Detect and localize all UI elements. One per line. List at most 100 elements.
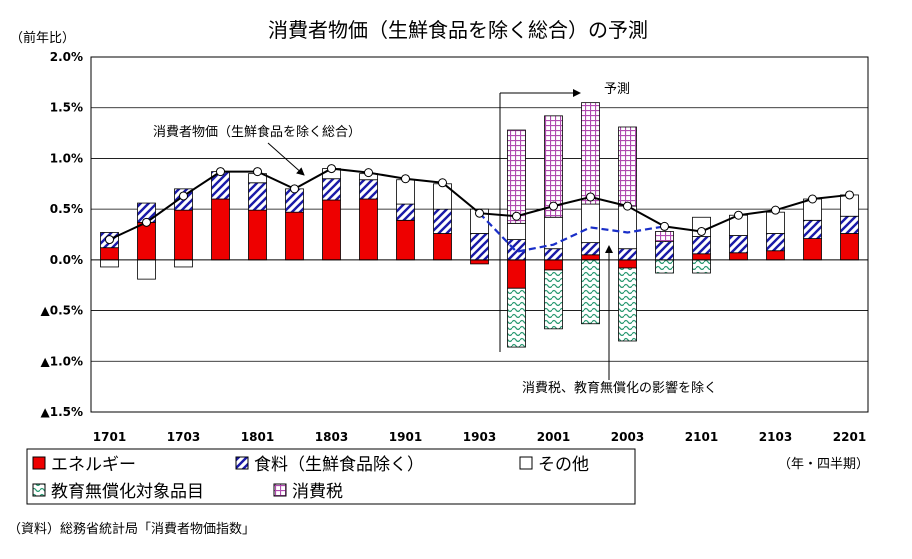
bar-food-2103 [766,233,785,252]
legend-label-food: 食料（生鮮食品除く） [254,455,424,475]
bar-energy-2102 [729,252,748,261]
bar-education-2003 [618,267,637,342]
legend-label-other: その他 [538,455,589,475]
y-tick-label-7: ▲1.5% [40,405,83,419]
cpi-point-1802 [290,184,299,194]
bar-food-2002 [581,242,600,256]
cpi-point-1803 [327,164,336,174]
bar-energy-2002 [581,254,600,261]
bar-energy-1804 [359,198,378,261]
bar-energy-1703 [174,209,193,261]
cpi-point-1902 [438,178,447,188]
x-tick-label-1901: 1901 [389,430,422,444]
bar-other-1702 [137,259,156,280]
x-tick-label-1801: 1801 [241,430,274,444]
cpi-point-2004 [660,221,669,231]
bar-other-1904 [507,222,526,240]
cpi-point-2201 [845,190,854,200]
bar-food-2102 [729,235,748,254]
x-tick-label-1903: 1903 [463,430,496,444]
cpi-point-2103 [771,205,780,215]
bar-energy-1904 [507,259,526,289]
cpi-point-2003 [623,201,632,211]
cpi-point-1901 [401,174,410,184]
x-tick-label-1703: 1703 [167,430,200,444]
x-tick-label-2201: 2201 [833,430,866,444]
legend-label-energy: エネルギー [51,455,136,475]
legend-swatch-consumption-tax [273,483,287,497]
legend-swatch-education [32,483,46,497]
cpi-line-series-group [105,164,854,245]
y-tick-label-4: 0.0% [50,253,83,267]
bar-education-2101 [692,259,711,274]
bar-tax-1904 [507,129,526,224]
cpi-point-2001 [549,201,558,211]
bar-energy-2001 [544,259,563,271]
legend-swatch-other [519,456,533,470]
legend-swatch-food [235,456,249,470]
x-tick-label-1803: 1803 [315,430,348,444]
x-axis-unit-label: （年・四半期） [778,457,869,472]
x-tick-label-2003: 2003 [611,430,644,444]
cpi-point-1804 [364,168,373,178]
bar-energy-2101 [692,253,711,261]
y-tick-label-0: 2.0% [50,50,83,64]
bar-energy-1903 [470,259,489,265]
x-tick-label-2001: 2001 [537,430,570,444]
line-series-label: 消費者物価（生鮮食品を除く総合） [153,124,361,140]
bar-energy-1901 [396,219,415,261]
bar-food-2104 [803,219,822,239]
legend: エネルギー 食料（生鮮食品除く） その他 教育無償化対象品目 消費税 [26,448,636,505]
cpi-point-1801 [253,167,262,177]
cpi-point-1904 [512,211,521,221]
bar-food-2004 [655,241,674,261]
y-tick-label-6: ▲1.0% [40,354,83,368]
bar-energy-2003 [618,259,637,269]
bar-series-group [100,102,859,348]
bar-other-2103 [766,211,785,234]
bar-food-1901 [396,203,415,221]
chart-title: 消費者物価（生鮮食品を除く総合）の予測 [268,18,648,42]
bar-energy-1802 [285,211,304,261]
y-tick-label-2: 1.0% [50,151,83,165]
line-series-label-arrow [267,142,305,176]
excl-impact-line [478,212,665,253]
bar-food-2003 [618,248,637,261]
bar-energy-1801 [248,209,267,261]
cpi-point-1704 [216,167,225,177]
bar-education-1904 [507,287,526,348]
cpi-point-1701 [105,235,114,245]
cpi-point-1702 [142,217,151,227]
bar-energy-1902 [433,233,452,261]
legend-frame [26,448,636,505]
y-tick-labels: 2.0% 1.5% 1.0% 0.5% 0.0% ▲0.5% ▲1.0% ▲1.5% [40,50,83,419]
bar-energy-2104 [803,238,822,261]
bar-tax-2003 [618,126,637,207]
legend-swatch-energy [32,456,46,470]
bar-education-2004 [655,259,674,274]
bar-tax-2001 [544,115,563,218]
bar-food-2201 [840,215,859,234]
bar-energy-1704 [211,198,230,261]
bar-other-1701 [100,259,119,268]
bar-energy-1702 [137,221,156,261]
bar-energy-2103 [766,250,785,261]
cpi-point-2101 [697,226,706,236]
excl-series-label: 消費税、教育無償化の影響を除く [522,380,717,396]
y-axis-unit-label: （前年比） [10,30,75,46]
forecast-marker: 予測 [499,82,630,352]
bar-food-1902 [433,208,452,234]
cpi-point-1903 [475,208,484,218]
y-tick-label-1: 1.5% [50,101,83,115]
bar-food-1903 [470,233,489,261]
y-tick-label-3: 0.5% [50,202,83,216]
x-tick-label-2101: 2101 [685,430,718,444]
bar-energy-1701 [100,247,119,261]
x-tick-label-1701: 1701 [93,430,126,444]
x-tick-labels: 1701 1703 1801 1803 1901 1903 2001 2003 2101 2103… [93,430,866,444]
forecast-label: 予測 [604,82,630,97]
x-tick-label-2103: 2103 [759,430,792,444]
bar-food-2001 [544,248,563,261]
bar-tax-2002 [581,102,600,205]
